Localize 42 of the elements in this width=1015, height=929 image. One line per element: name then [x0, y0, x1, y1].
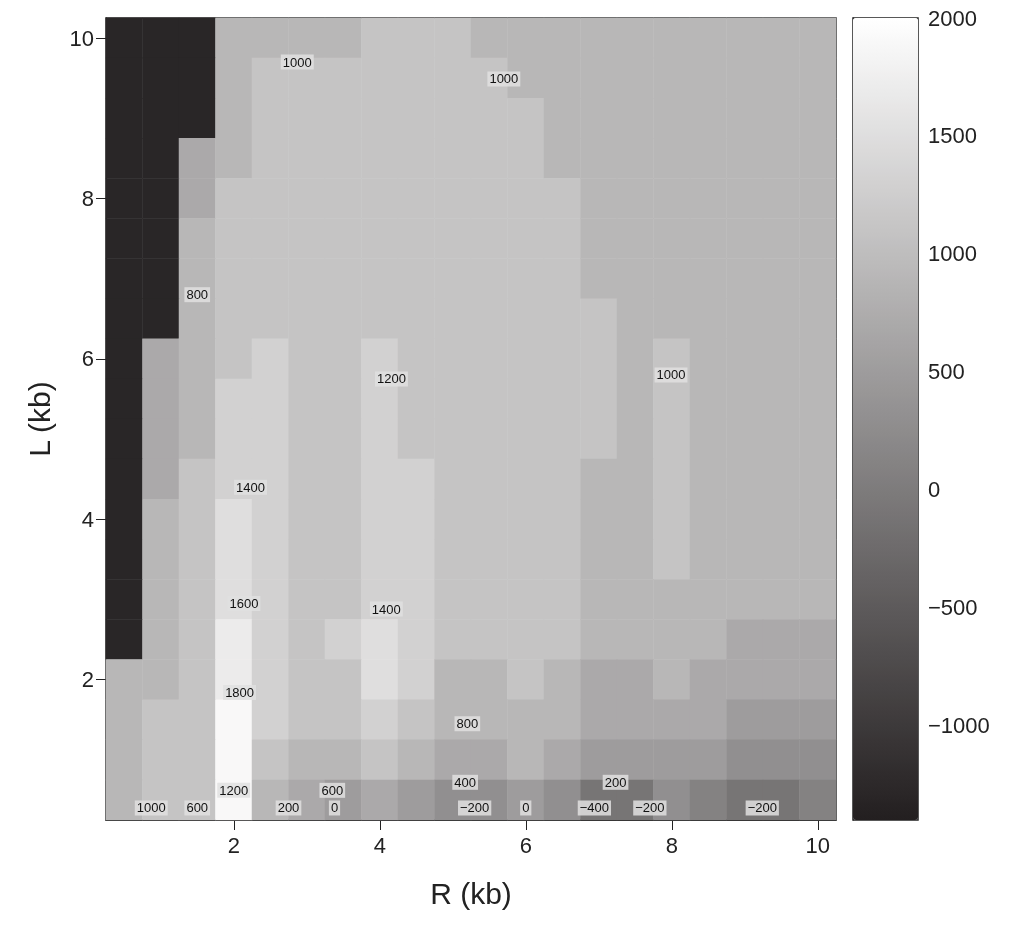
y-tick-label: 6	[81, 346, 94, 372]
color-bar-label: 2000	[928, 5, 977, 31]
annotation: 0	[330, 800, 339, 816]
x-tick-label: 10	[805, 832, 830, 858]
annotation: 1600	[229, 595, 259, 611]
annotation: 200	[604, 774, 627, 790]
annotation: 1200	[219, 782, 249, 798]
color-bar-label: 500	[928, 359, 965, 385]
y-tick-label: 2	[81, 667, 94, 693]
x-axis-title: R (kb)	[430, 876, 512, 910]
annotation: 800	[186, 287, 209, 303]
y-axis-title: L (kb)	[22, 381, 56, 457]
x-tick-label: 2	[227, 832, 240, 858]
color-bar-label: −1000	[928, 713, 990, 739]
annotation: 600	[321, 782, 344, 798]
annotation: 1200	[376, 371, 406, 387]
x-tick-label: 4	[373, 832, 386, 858]
annotation: −200	[460, 800, 490, 816]
annotation: −400	[579, 800, 610, 816]
annotation: 1400	[236, 479, 265, 495]
color-bar-label: 1000	[928, 241, 977, 267]
color-bar-label: 0	[928, 477, 941, 503]
x-tick-label: 8	[665, 832, 678, 858]
annotation: 1000	[282, 54, 312, 70]
y-tick-label: 8	[81, 185, 94, 211]
annotation: 600	[186, 800, 209, 816]
annotation: −200	[635, 800, 665, 816]
annotation: 0	[522, 800, 530, 816]
annotation: −200	[747, 800, 777, 816]
y-tick-label: 4	[81, 506, 94, 532]
annotation: 1800	[225, 684, 255, 700]
color-bar-label: 1500	[928, 123, 977, 149]
annotation: 1400	[371, 601, 401, 617]
y-tick-label: 10	[69, 25, 94, 51]
color-bar-label: −500	[928, 595, 978, 621]
annotation: 400	[454, 774, 477, 790]
annotation: 1000	[489, 71, 519, 87]
annotation: 800	[456, 716, 479, 732]
annotation: 1000	[136, 800, 166, 816]
annotation: 1000	[656, 367, 686, 383]
x-tick-label: 6	[519, 832, 532, 858]
annotation: 200	[277, 800, 300, 816]
